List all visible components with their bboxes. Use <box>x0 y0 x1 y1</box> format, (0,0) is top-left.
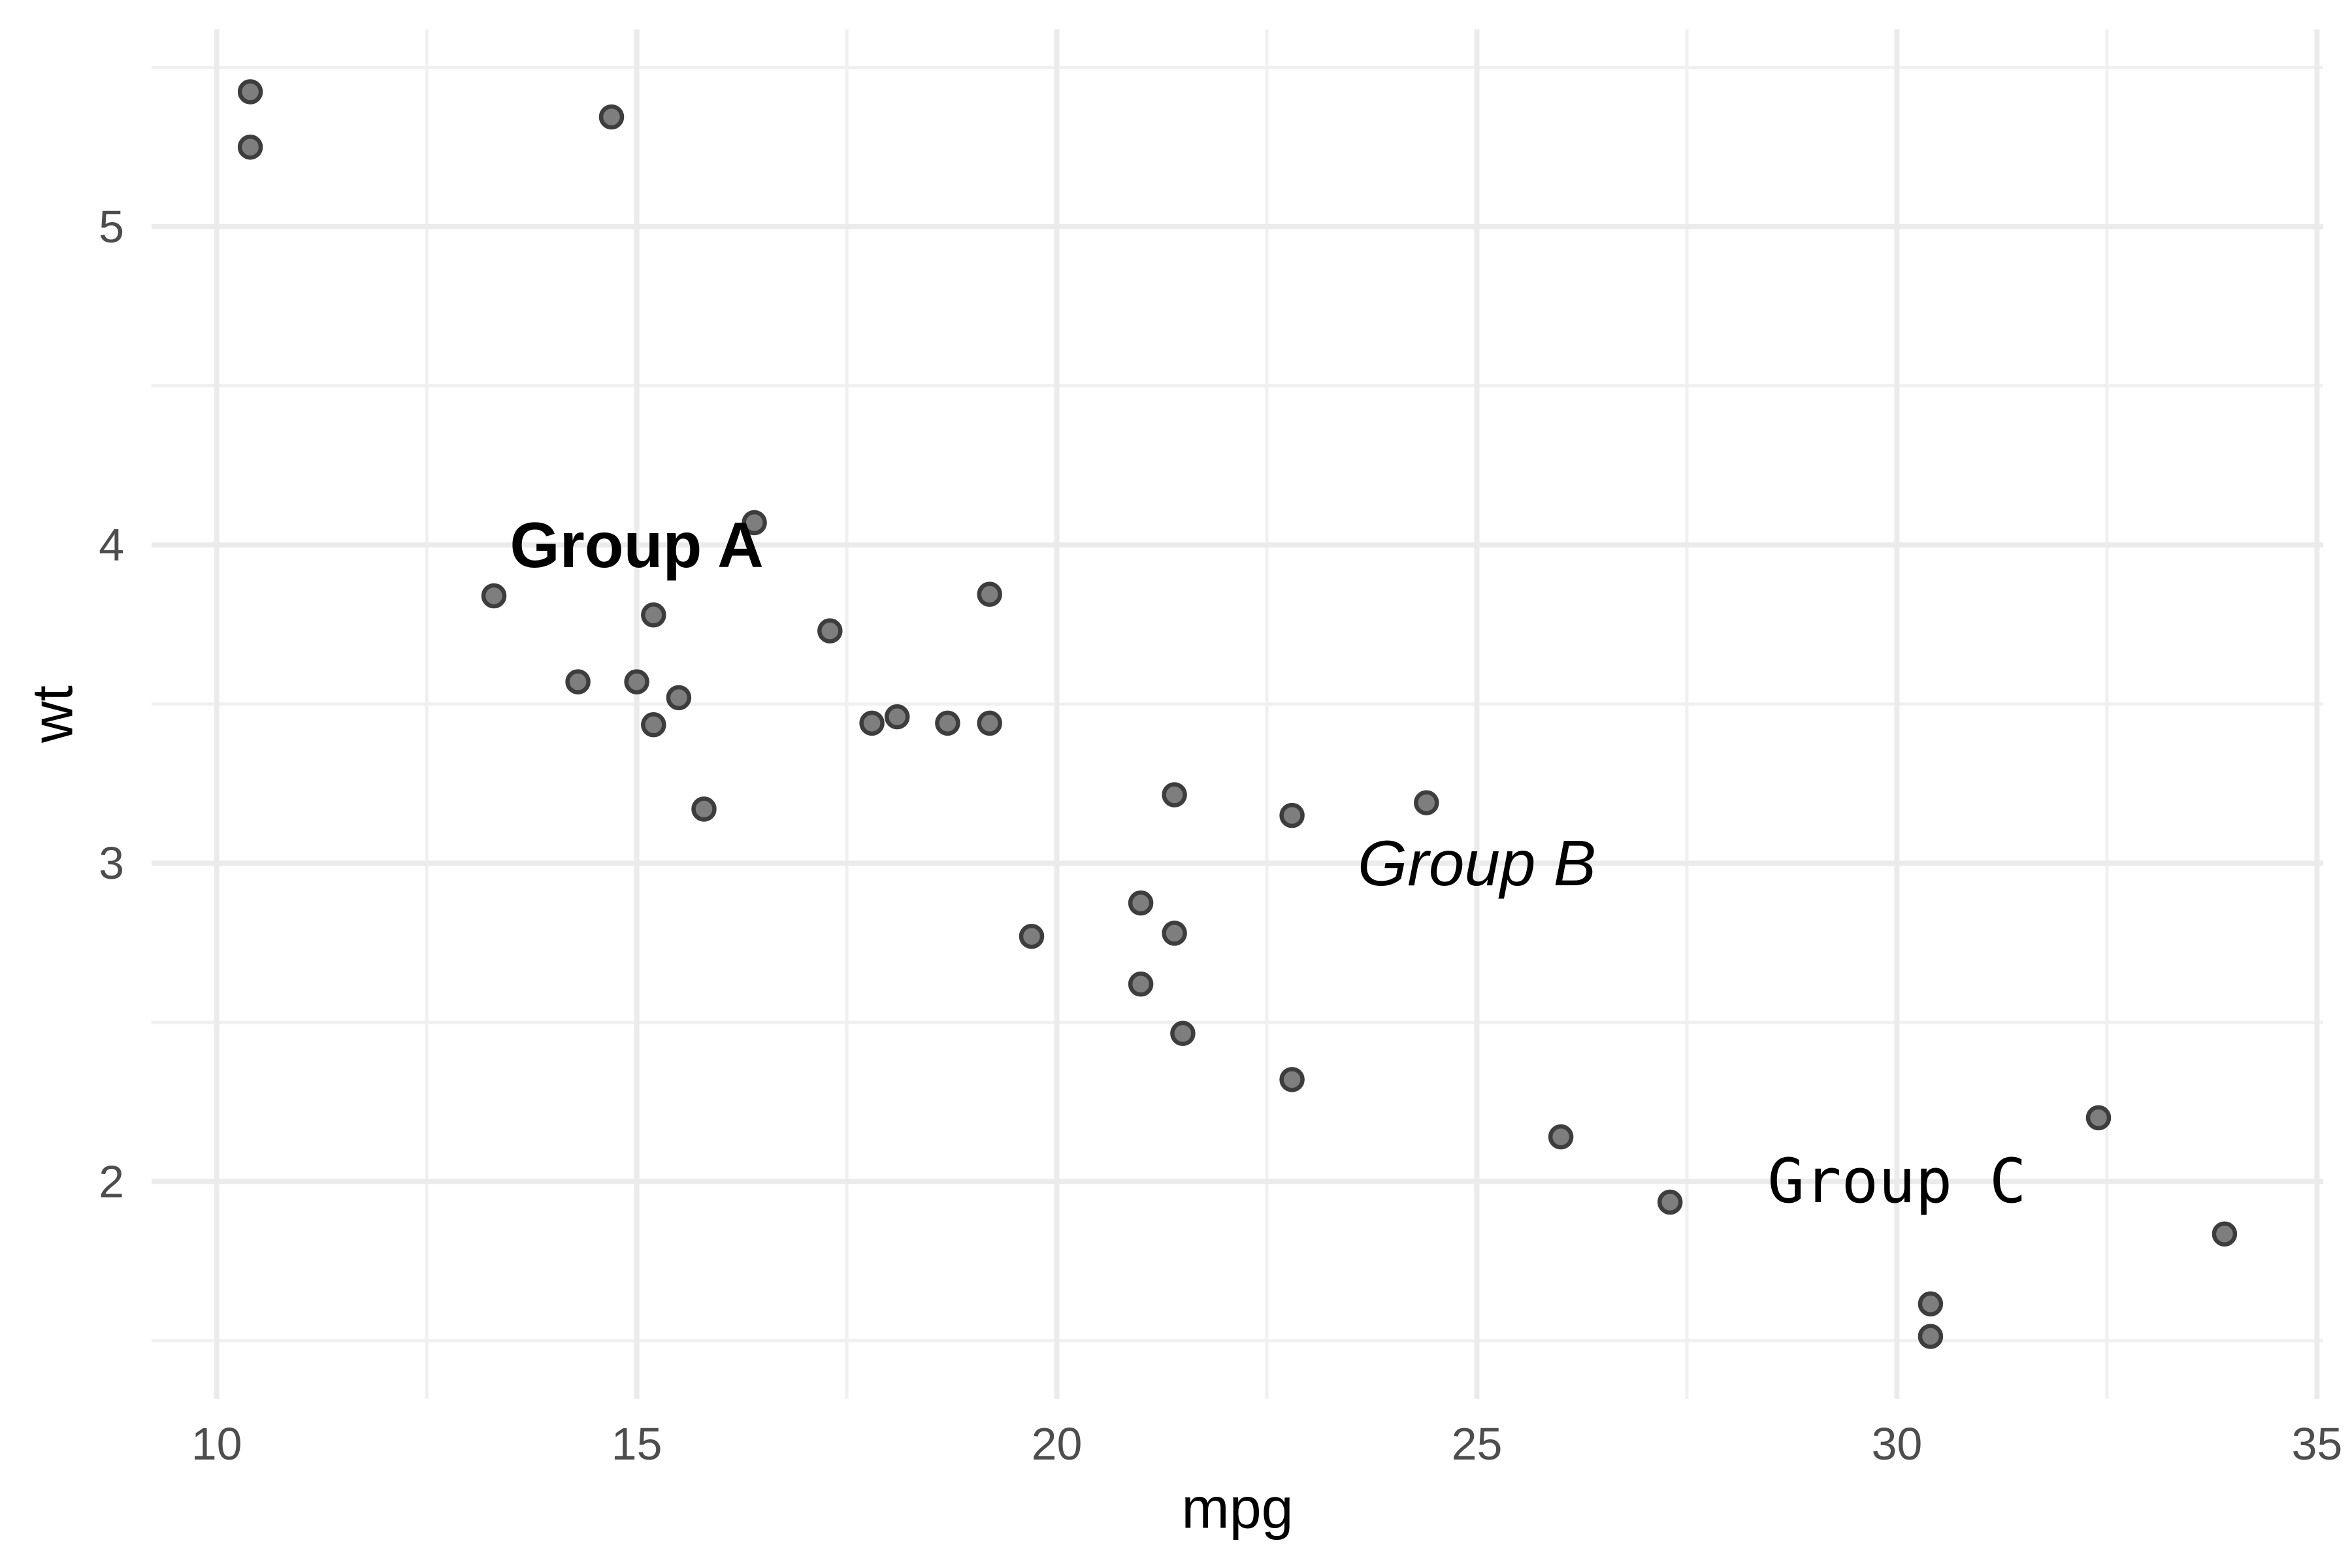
data-point <box>977 581 1002 607</box>
data-point <box>691 796 717 822</box>
x-tick-label: 10 <box>191 1418 242 1469</box>
data-point <box>641 712 666 738</box>
data-point <box>977 710 1002 736</box>
data-point <box>1128 890 1154 916</box>
x-tick-label: 25 <box>1452 1418 1503 1469</box>
data-point <box>624 669 649 694</box>
y-tick-label: 3 <box>99 838 124 889</box>
data-point <box>742 510 767 536</box>
data-point <box>481 583 507 609</box>
x-tick-label: 20 <box>1032 1418 1083 1469</box>
data-point <box>1128 972 1154 997</box>
gridlines-minor <box>152 29 2323 1399</box>
data-point <box>1162 782 1187 808</box>
data-point <box>237 79 263 105</box>
data-point <box>1918 1324 1944 1349</box>
data-point <box>935 710 960 736</box>
data-point <box>1279 1067 1305 1092</box>
data-point <box>1019 923 1045 949</box>
data-point <box>884 704 910 730</box>
data-points <box>237 79 2238 1349</box>
data-point <box>817 618 843 644</box>
x-tick-label: 35 <box>2291 1418 2342 1469</box>
data-point <box>1170 1021 1196 1047</box>
x-axis-title: mpg <box>1181 1476 1293 1541</box>
annotation-label: Group A <box>510 509 763 581</box>
text-annotations: Group A Group B Group C <box>510 509 2026 1217</box>
data-point <box>598 104 625 130</box>
annotation-label: Group C <box>1767 1146 2026 1217</box>
data-point <box>2212 1221 2238 1247</box>
y-tick-label: 4 <box>99 519 124 570</box>
x-tick-label: 30 <box>1871 1418 1922 1469</box>
x-axis-tick-labels: 10 15 20 25 30 35 <box>191 1418 2343 1469</box>
data-point <box>1162 921 1187 946</box>
data-point <box>859 710 885 736</box>
data-point <box>565 669 591 694</box>
data-point <box>1548 1124 1574 1150</box>
y-axis-tick-labels: 2 3 4 5 <box>99 201 124 1207</box>
gridlines-major <box>152 29 2323 1399</box>
data-point <box>666 685 692 711</box>
y-axis-title: wt <box>20 685 85 743</box>
y-tick-label: 5 <box>99 201 124 252</box>
data-point <box>1414 790 1439 815</box>
data-point <box>1657 1189 1683 1215</box>
y-tick-label: 2 <box>99 1156 124 1207</box>
data-point <box>641 602 666 628</box>
data-point <box>1279 802 1305 828</box>
data-point <box>2085 1105 2112 1131</box>
annotation-label: Group B <box>1358 827 1596 899</box>
x-tick-label: 15 <box>612 1418 662 1469</box>
data-point <box>1918 1291 1944 1317</box>
data-point <box>237 134 263 160</box>
